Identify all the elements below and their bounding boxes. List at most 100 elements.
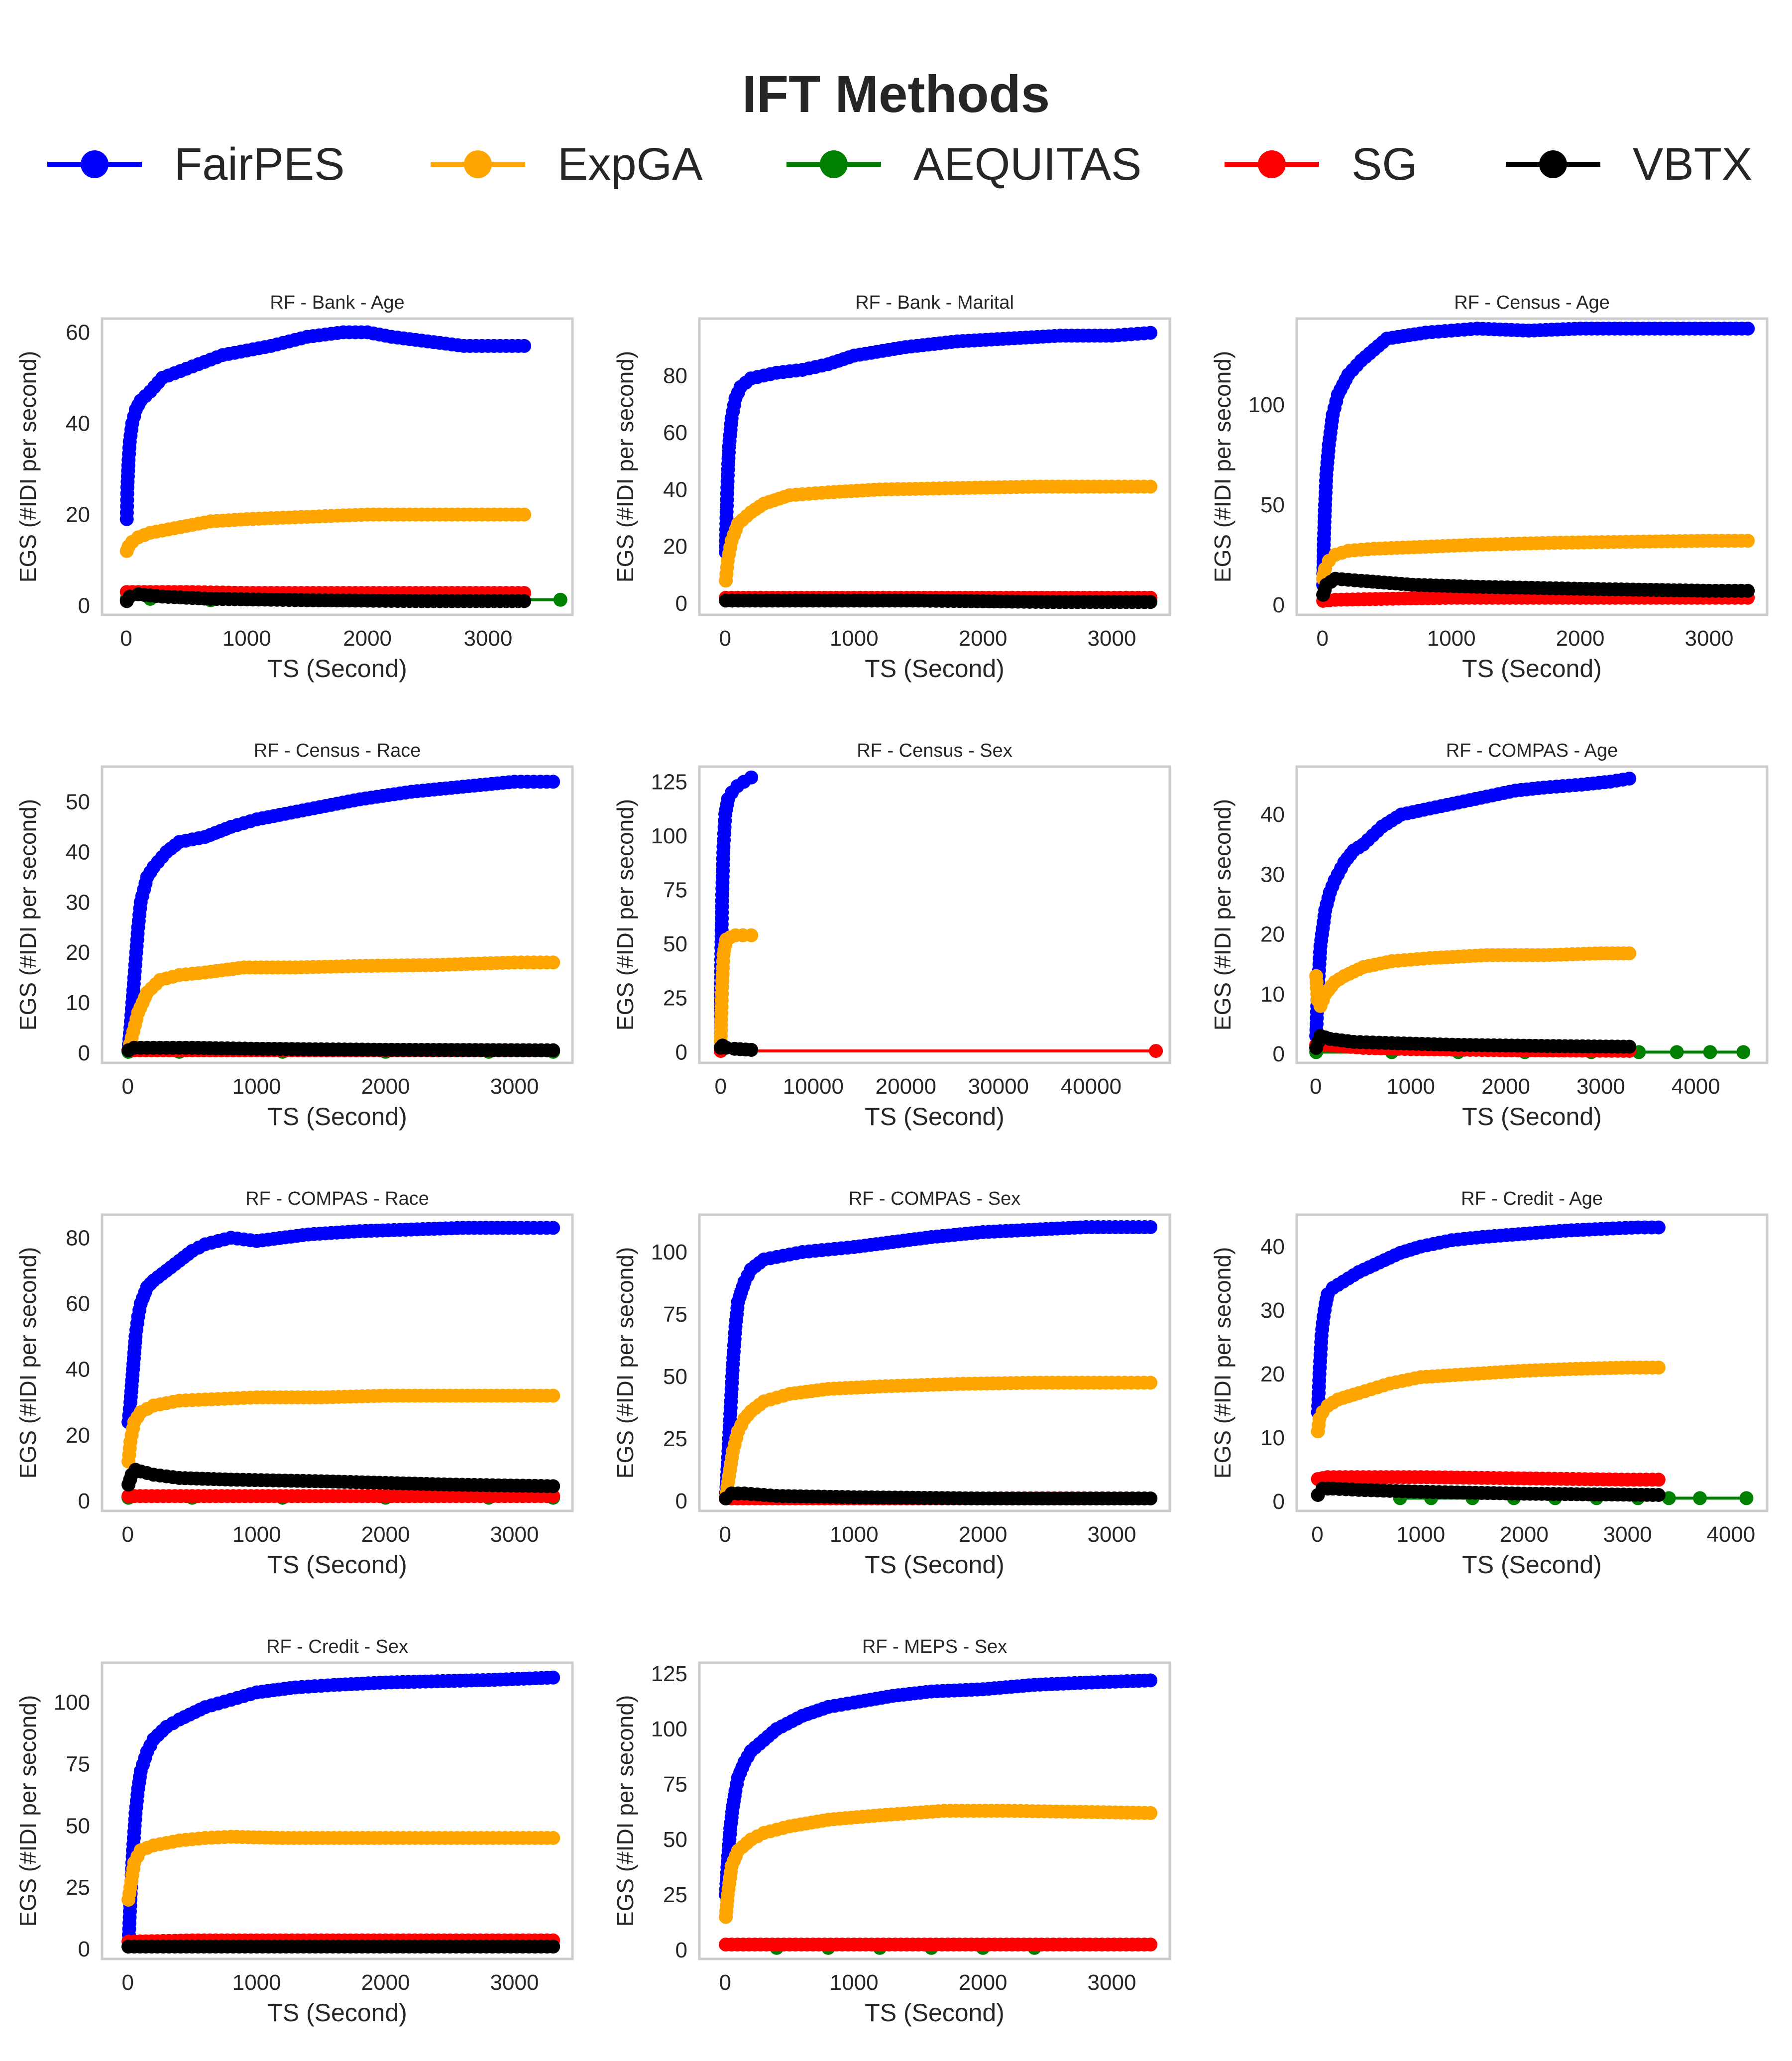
legend-swatch-sg — [1225, 150, 1319, 178]
series-expga — [719, 479, 1158, 588]
y-tick-label: 100 — [651, 1717, 687, 1741]
x-tick-label: 1000 — [1396, 1522, 1445, 1547]
legend-swatch-expga — [431, 150, 525, 178]
point-expga — [1741, 534, 1755, 548]
series-expga — [719, 1375, 1158, 1505]
series-expga — [119, 507, 532, 558]
x-tick-label: 0 — [122, 1074, 134, 1099]
y-axis-label: EGS (#IDI per second) — [612, 1695, 638, 1927]
x-tick-label: 1000 — [223, 626, 271, 651]
figure-title: IFT Methods — [742, 65, 1050, 123]
y-tick-label: 0 — [78, 594, 90, 618]
y-tick-label: 40 — [66, 1358, 90, 1382]
subplot-title: RF - MEPS - Sex — [862, 1636, 1007, 1657]
x-tick-label: 1000 — [232, 1970, 281, 1995]
series-expga — [121, 955, 560, 1057]
chart-svg: RF - MEPS - Sex 0 1000 2000 3000 0 25 50 75 100 12… — [612, 1636, 1171, 2027]
y-tick-label: 100 — [54, 1690, 90, 1715]
x-tick-label: 3000 — [1088, 1970, 1136, 1995]
y-tick-label: 40 — [1260, 802, 1285, 827]
subplot-census-sex: RF - Census - Sex 0 10000 20000 30000 40000 0 2… — [597, 717, 1195, 1165]
subplot-census-age: RF - Census - Age 0 1000 2000 3000 0 50 100 TS (… — [1195, 269, 1792, 717]
x-axis-label: TS (Second) — [865, 1103, 1005, 1131]
y-axis-label: EGS (#IDI per second) — [15, 351, 41, 582]
subplot-meps-sex: RF - MEPS - Sex 0 1000 2000 3000 0 25 50 75 100 12… — [597, 1613, 1195, 2061]
point-vbtx — [1143, 1491, 1158, 1505]
y-tick-label: 10 — [66, 991, 90, 1015]
x-axis-label: TS (Second) — [267, 655, 407, 683]
y-tick-label: 75 — [663, 1302, 687, 1327]
y-tick-label: 40 — [1260, 1235, 1285, 1259]
point-vbtx — [1143, 595, 1158, 609]
point-sg — [1143, 1938, 1158, 1952]
series-vbtx — [119, 587, 532, 608]
point-vbtx — [546, 1479, 560, 1493]
x-tick-label: 10000 — [783, 1074, 844, 1099]
y-tick-label: 30 — [66, 890, 90, 915]
chart-svg: RF - Census - Sex 0 10000 20000 30000 40000 0 2… — [612, 740, 1171, 1131]
y-tick-label: 0 — [78, 1937, 90, 1961]
x-tick-label: 3000 — [1685, 626, 1734, 651]
legend-item-fairpes: FairPES — [45, 134, 345, 194]
subplot-title: RF - Credit - Sex — [266, 1636, 408, 1657]
point-vbtx — [1741, 583, 1755, 598]
y-axis-label: EGS (#IDI per second) — [612, 351, 638, 582]
chart-svg: RF - Census - Age 0 1000 2000 3000 0 50 100 TS (… — [1210, 292, 1769, 683]
y-tick-label: 75 — [663, 878, 687, 903]
x-tick-label: 3000 — [1088, 1522, 1136, 1547]
subplot-title: RF - COMPAS - Age — [1446, 740, 1618, 761]
point-expga — [546, 955, 560, 970]
chart-svg: RF - Bank - Marital 0 1000 2000 3000 0 20 40 60 8… — [612, 292, 1171, 683]
subplot-title: RF - Census - Age — [1454, 292, 1610, 313]
subplot-credit-sex: RF - Credit - Sex 0 1000 2000 3000 0 25 50 75 100… — [0, 1613, 597, 2061]
series-expga — [713, 928, 759, 1048]
y-tick-label: 100 — [651, 1240, 687, 1264]
point-vbtx — [744, 1042, 759, 1057]
x-tick-label: 3000 — [1576, 1074, 1625, 1099]
x-axis-label: TS (Second) — [865, 1999, 1005, 2027]
x-axis-label: TS (Second) — [1462, 1551, 1602, 1579]
subplot-title: RF - Credit - Age — [1461, 1188, 1603, 1209]
y-tick-label: 0 — [1273, 1042, 1285, 1066]
x-tick-label: 0 — [719, 626, 731, 651]
chart-svg: RF - Credit - Age 0 1000 2000 3000 4000 0 10 20 3… — [1210, 1188, 1769, 1579]
y-tick-label: 20 — [1260, 1362, 1285, 1386]
y-tick-label: 80 — [663, 363, 687, 388]
legend-item-vbtx: VBTX — [1503, 134, 1752, 194]
plot-frame — [101, 765, 574, 1064]
point-vbtx — [517, 594, 532, 608]
y-tick-label: 20 — [1260, 922, 1285, 947]
series-expga — [1316, 534, 1755, 586]
x-tick-label: 0 — [122, 1970, 134, 1995]
plot-frame — [1295, 1213, 1769, 1512]
y-tick-label: 30 — [1260, 862, 1285, 887]
series-fairpes — [121, 1221, 560, 1429]
y-tick-label: 25 — [663, 1883, 687, 1907]
legend-item-sg: SG — [1222, 134, 1418, 194]
point-expga — [546, 1388, 560, 1403]
y-axis-label: EGS (#IDI per second) — [1210, 799, 1235, 1030]
y-tick-label: 60 — [663, 421, 687, 445]
x-tick-label: 2000 — [361, 1970, 410, 1995]
y-tick-label: 40 — [66, 412, 90, 436]
series-sg — [719, 1938, 1158, 1952]
series-expga — [121, 1388, 560, 1469]
point-sg — [1149, 1044, 1163, 1058]
subplot-title: RF - Census - Race — [254, 740, 421, 761]
series-line-fairpes — [724, 1226, 1151, 1499]
point-expga — [546, 1831, 560, 1845]
chart-svg: RF - Census - Race 0 1000 2000 3000 0 10 20 30 40… — [15, 740, 574, 1131]
series-expga — [1311, 1361, 1666, 1439]
plot-frame — [101, 1213, 574, 1512]
series-line-fairpes — [1315, 777, 1630, 1036]
series-line-fairpes — [724, 1679, 1151, 1895]
y-tick-label: 75 — [66, 1752, 90, 1776]
series-expga — [121, 1830, 560, 1907]
subplot-title: RF - Bank - Age — [270, 292, 404, 313]
x-tick-label: 1000 — [232, 1074, 281, 1099]
subplot-title: RF - Census - Sex — [857, 740, 1012, 761]
y-tick-label: 0 — [675, 1040, 687, 1064]
point-fairpes — [1651, 1220, 1666, 1235]
point-aequitas — [1693, 1491, 1707, 1505]
x-tick-label: 2000 — [1500, 1522, 1549, 1547]
